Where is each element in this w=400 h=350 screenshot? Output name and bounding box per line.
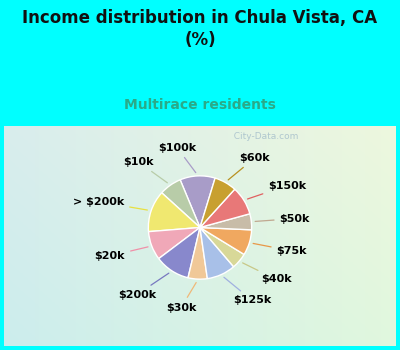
Text: Multirace residents: Multirace residents — [124, 98, 276, 112]
Wedge shape — [148, 193, 200, 232]
Text: $40k: $40k — [243, 263, 292, 285]
Text: $10k: $10k — [123, 157, 167, 183]
Text: $125k: $125k — [224, 277, 271, 306]
Wedge shape — [200, 228, 244, 267]
Wedge shape — [200, 228, 252, 254]
Text: $30k: $30k — [166, 282, 196, 313]
Text: > $200k: > $200k — [73, 197, 147, 210]
Text: $75k: $75k — [253, 244, 307, 256]
Text: $60k: $60k — [228, 153, 270, 180]
Wedge shape — [159, 228, 200, 278]
Text: $200k: $200k — [118, 273, 169, 300]
Wedge shape — [180, 176, 215, 228]
Wedge shape — [200, 228, 234, 279]
Wedge shape — [200, 178, 235, 228]
Wedge shape — [200, 189, 250, 228]
Text: $100k: $100k — [158, 142, 196, 173]
Text: Income distribution in Chula Vista, CA
(%): Income distribution in Chula Vista, CA (… — [22, 9, 378, 49]
Text: City-Data.com: City-Data.com — [228, 132, 298, 141]
Text: $20k: $20k — [95, 247, 148, 261]
Text: $50k: $50k — [255, 214, 310, 224]
Wedge shape — [148, 228, 200, 259]
Wedge shape — [200, 214, 252, 230]
Text: $150k: $150k — [248, 181, 306, 199]
Wedge shape — [188, 228, 207, 279]
Wedge shape — [162, 180, 200, 228]
